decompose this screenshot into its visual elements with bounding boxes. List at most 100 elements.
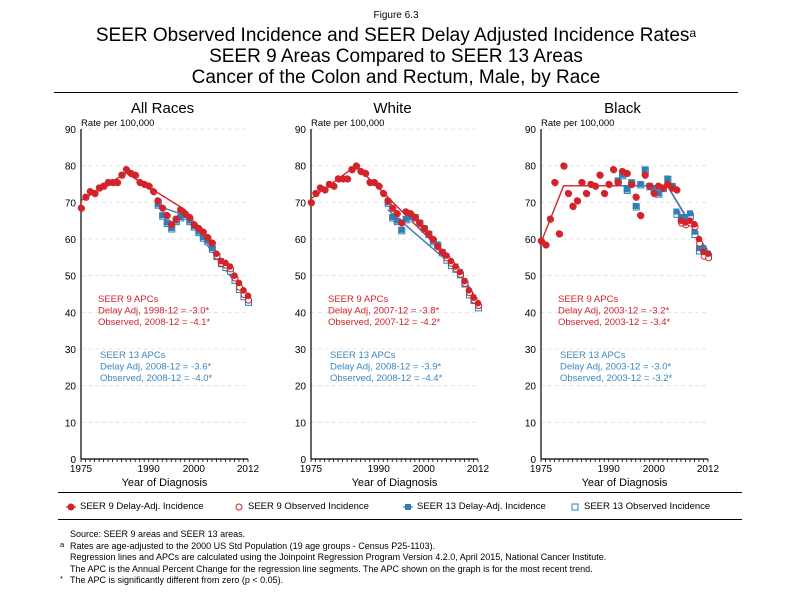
legend-label: SEER 13 Observed Incidence bbox=[584, 501, 711, 512]
seer9-delay-point bbox=[208, 239, 216, 246]
seer9-delay-point bbox=[384, 197, 392, 204]
apc-annotation-seer9: Observed, 2007-12 = -4.2* bbox=[328, 317, 441, 328]
seer9-delay-point bbox=[163, 211, 171, 219]
y-tick-label: 40 bbox=[295, 308, 307, 319]
seer9-delay-point bbox=[109, 178, 116, 186]
seer9-delay-point bbox=[474, 299, 482, 307]
seer9-delay-point bbox=[330, 182, 337, 190]
seer9-delay-point bbox=[614, 178, 622, 186]
seer9-delay-point bbox=[167, 221, 175, 228]
y-tick-label: 50 bbox=[295, 272, 307, 283]
open-square-icon bbox=[571, 503, 579, 510]
seer9-delay-point bbox=[339, 175, 346, 182]
seer9-delay-point bbox=[352, 162, 360, 169]
seer9-delay-point bbox=[199, 228, 207, 235]
apc-annotation-seer13: Observed, 2003-12 = -3.2* bbox=[560, 373, 673, 384]
seer13-delay-point bbox=[695, 245, 702, 252]
legend-label: SEER 9 Delay-Adj. Incidence bbox=[80, 501, 204, 512]
seer9-delay-point bbox=[686, 217, 694, 224]
apc-annotation-seer13: Delay Adj, 2008-12 = -3.6* bbox=[100, 362, 211, 373]
apc-annotation-seer13: SEER 13 APCs bbox=[330, 350, 396, 361]
seer9-delay-point bbox=[122, 166, 130, 173]
seer9-delay-point bbox=[366, 178, 373, 186]
x-tick-label: 2000 bbox=[413, 464, 436, 475]
y-tick-label: 90 bbox=[295, 125, 307, 136]
apc-annotation-seer9: Delay Adj, 2003-12 = -3.2* bbox=[558, 306, 669, 317]
seer13-delay-point bbox=[664, 175, 671, 182]
seer9-delay-point bbox=[307, 199, 315, 206]
seer13-delay-point bbox=[677, 214, 684, 220]
x-tick-label: 1975 bbox=[300, 464, 323, 475]
seer9-delay-point bbox=[204, 233, 211, 241]
legend-item-seer13-delay: SEER 13 Delay-Adj. Incidence bbox=[403, 501, 546, 512]
y-tick-label: 20 bbox=[65, 382, 77, 393]
y-tick-label: 60 bbox=[525, 235, 537, 246]
seer9-delay-point bbox=[600, 189, 608, 197]
seer13-delay-point bbox=[673, 208, 680, 215]
figure-title: SEER Observed Incidence and SEER Delay A… bbox=[0, 25, 792, 46]
seer9-delay-point bbox=[131, 171, 139, 179]
title-line-1: SEER Observed Incidence and SEER Delay A… bbox=[95, 25, 690, 46]
apc-annotation-seer9: Delay Adj, 2007-12 = -3.8* bbox=[328, 306, 439, 317]
seer13-delay-point bbox=[199, 234, 206, 241]
y-tick-label: 70 bbox=[295, 198, 307, 209]
seer9-delay-point bbox=[691, 221, 698, 228]
footnote: a Rates are age-adjusted to the 2000 US S… bbox=[60, 539, 436, 551]
seer9-delay-point bbox=[334, 175, 342, 182]
y-tick-label: 30 bbox=[295, 345, 307, 356]
seer9-delay-point bbox=[213, 250, 220, 257]
y-axis-label: Rate per 100,000 bbox=[81, 118, 154, 129]
legend-item-seer9-observed: SEER 9 Observed Incidence bbox=[234, 501, 369, 512]
seer13-delay-point bbox=[650, 186, 657, 193]
legend-item-seer9-delay: SEER 9 Delay-Adj. Incidence bbox=[66, 501, 204, 512]
seer9-delay-point bbox=[704, 250, 712, 257]
seer13-delay-point bbox=[686, 210, 693, 217]
y-tick-label: 60 bbox=[295, 235, 307, 246]
seer9-delay-point bbox=[438, 248, 446, 256]
seer9-delay-point bbox=[425, 230, 432, 237]
apc-annotation-seer13: Delay Adj, 2008-12 = -3.9* bbox=[330, 362, 441, 373]
y-tick-label: 90 bbox=[65, 125, 77, 136]
seer9-delay-point bbox=[636, 211, 644, 219]
x-tick-label: 2012 bbox=[467, 464, 490, 475]
y-tick-label: 50 bbox=[65, 272, 77, 283]
seer9-delay-point bbox=[623, 169, 631, 177]
trend-line bbox=[80, 172, 249, 299]
seer9-delay-point bbox=[641, 171, 649, 179]
seer9-delay-point bbox=[456, 268, 464, 276]
title-divider bbox=[54, 92, 738, 93]
apc-annotation-seer9: SEER 9 APCs bbox=[328, 294, 388, 305]
seer9-delay-point bbox=[470, 294, 477, 301]
apc-annotation-seer9: Delay Adj, 1998-12 = -3.0* bbox=[98, 306, 209, 317]
footnote: Source: SEER 9 areas and SEER 13 areas. bbox=[70, 529, 246, 539]
seer9-delay-point bbox=[411, 213, 419, 221]
x-tick-label: 1975 bbox=[530, 464, 553, 475]
y-tick-label: 80 bbox=[65, 162, 77, 173]
seer9-delay-point bbox=[113, 178, 121, 186]
seer13-delay-point bbox=[691, 228, 698, 235]
filled-circle-icon bbox=[66, 503, 76, 510]
seer9-delay-point bbox=[235, 279, 243, 287]
seer9-delay-point bbox=[244, 292, 252, 300]
seer9-delay-point bbox=[118, 171, 125, 179]
seer9-delay-point bbox=[420, 224, 428, 232]
seer13-delay-point bbox=[700, 245, 707, 252]
panel-title: All Races bbox=[131, 100, 194, 117]
y-tick-label: 80 bbox=[525, 162, 537, 173]
seer9-delay-point bbox=[416, 219, 423, 226]
seer9-delay-point bbox=[154, 197, 162, 204]
seer13-delay-point bbox=[159, 212, 166, 219]
x-axis-label: Year of Diagnosis bbox=[122, 477, 208, 489]
seer13-delay-point bbox=[402, 215, 409, 222]
seer9-delay-point bbox=[312, 189, 319, 197]
seer9-delay-point bbox=[664, 180, 671, 188]
seer9-delay-point bbox=[447, 257, 455, 265]
y-tick-label: 30 bbox=[65, 345, 77, 356]
seer9-delay-point bbox=[605, 180, 613, 188]
seer9-delay-point bbox=[406, 210, 414, 217]
apc-annotation-seer13: SEER 13 APCs bbox=[100, 350, 166, 361]
seer9-delay-point bbox=[591, 182, 599, 190]
seer9-delay-point bbox=[461, 277, 468, 285]
